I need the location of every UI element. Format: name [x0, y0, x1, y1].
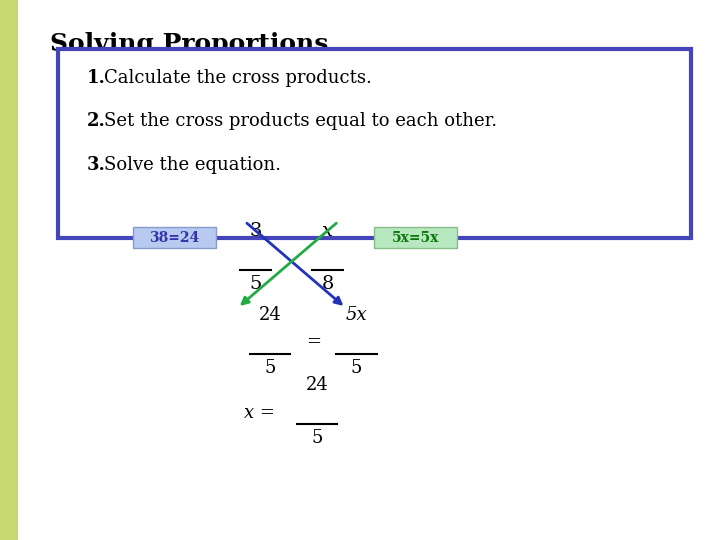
Text: Set the cross products equal to each other.: Set the cross products equal to each oth… — [104, 112, 498, 131]
Bar — [374, 227, 457, 248]
Text: 8: 8 — [321, 275, 334, 293]
Bar — [0, 0, 18, 540]
Text: 5: 5 — [351, 359, 362, 377]
Text: x: x — [322, 222, 333, 240]
Text: 3.: 3. — [86, 156, 105, 174]
Text: 38=24: 38=24 — [150, 231, 199, 245]
Text: x =: x = — [243, 404, 275, 422]
Text: 24: 24 — [305, 376, 328, 394]
Text: 5: 5 — [311, 429, 323, 447]
Text: Solve the equation.: Solve the equation. — [104, 156, 282, 174]
Text: 5: 5 — [249, 275, 262, 293]
Text: 3: 3 — [249, 222, 262, 240]
Bar — [133, 227, 216, 248]
Text: 5: 5 — [264, 359, 276, 377]
Text: Solving Proportions: Solving Proportions — [50, 32, 329, 56]
Text: 5x=5x: 5x=5x — [392, 231, 439, 245]
Text: Calculate the cross products.: Calculate the cross products. — [104, 69, 372, 87]
Text: =: = — [306, 333, 320, 351]
Text: 1.: 1. — [86, 69, 105, 87]
Text: 2.: 2. — [86, 112, 105, 131]
Bar — [58, 49, 691, 238]
Text: 5x: 5x — [346, 306, 367, 324]
Text: 24: 24 — [258, 306, 282, 324]
